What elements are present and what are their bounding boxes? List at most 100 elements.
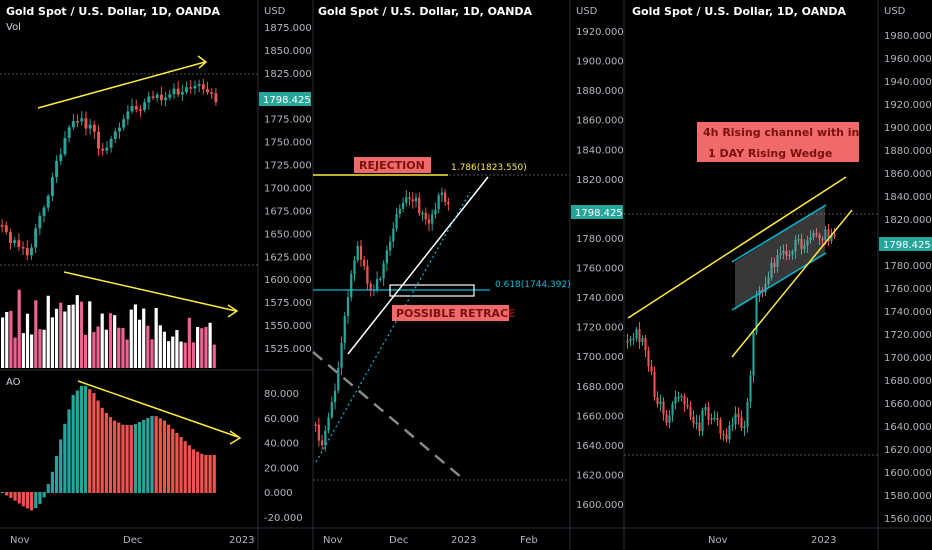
panel1-volume-bar [200,328,204,368]
panel1-volume-bar [208,322,212,368]
panel3-candle [740,417,743,428]
panel1-candle [151,96,155,98]
panel2-candle [398,208,401,214]
panel3-annotation-line2: 1 DAY Rising Wedge [708,147,832,160]
panel3-candle [809,237,812,241]
panel3-candle [737,413,740,418]
panel3-candle [743,426,746,429]
panel2-candle [317,424,320,441]
panel2-candle [337,367,340,391]
panel1-volume-bar [46,295,50,368]
panel1-ao-bar [9,492,13,498]
panel1-ao-bar [154,416,158,493]
panel3-candle [749,375,752,402]
panel2-candle [350,274,353,298]
panel1-candle [164,97,168,101]
panel1-candle [38,215,42,229]
panel2-candle [424,212,427,220]
panel3-candle [698,422,701,432]
panel2-price-tick-label: 1820.000 [576,175,624,186]
panel3-candle [650,366,653,372]
panel1-ao-bar [121,424,125,493]
panel2-candle [434,209,437,215]
panel3-channel-fill [735,205,825,310]
panel1-volume-bar [63,311,67,368]
panel1-ao-bar [196,451,200,493]
panel1-candle [50,177,54,196]
panel1-volume-bar [42,329,46,368]
panel1-volume-bar [133,304,137,368]
panel3-candle [641,338,644,343]
panel1-ao-bar [142,420,146,493]
panel3-annotation-line1: 4h Rising channel with in [703,126,859,139]
panel2-dashed-line [312,351,463,479]
panel2-candle [401,202,405,209]
panel2-price-tick-label: 1900.000 [576,57,624,68]
panel2-candle [395,213,398,229]
panel1-candle [34,228,38,248]
panel2-price-tick-label: 1640.000 [576,441,624,452]
panel3-time-label: 2023 [811,535,836,546]
panel3-price-tick-label: 1740.000 [884,307,932,318]
panel1-price-tag-bg [259,92,311,106]
panel1-volume-bar [5,311,9,368]
panel1-volume-bar [162,331,167,368]
panel3-price-tick-label: 1880.000 [884,146,932,157]
panel2-candle [405,197,408,203]
panel1-price-tick-label: 1875.000 [264,23,312,34]
panel1-volume-bar [84,334,88,368]
panel1-volume-bar [71,304,75,368]
panel3-candle [695,422,698,425]
panel3-candle [632,338,635,341]
panel1-ao-bar [167,424,171,493]
panel2-candle [440,192,444,196]
panel3-candle [725,434,728,440]
panel1-candle [29,247,33,256]
panel1-volume-bar [212,344,216,368]
panel1-ao-bar [204,455,208,493]
panel2-candle [343,315,346,343]
panel1-candle [155,94,159,98]
panel3-price-tick-label: 1900.000 [884,123,932,134]
panel3-candle [782,250,785,254]
panel1-volume-bar [25,313,30,368]
panel2-price-tick-label: 1680.000 [576,382,624,393]
panel1-volume-bar [158,325,162,368]
panel1-candle [180,92,184,95]
panel1-volume-bar [30,334,34,368]
panel1-ao-bar [54,455,59,493]
panel3-candle [797,239,800,241]
panel3-candle [713,417,716,420]
panel1-candle [193,85,197,89]
panel2-price-tick-label: 1620.000 [576,470,624,481]
panel2-retrace-box [389,284,475,297]
panel3-title: Gold Spot / U.S. Dollar, 1D, OANDA [632,5,847,18]
panel3-wedge-bottom [731,209,853,358]
panel3-price-tick-label: 1920.000 [884,100,932,111]
panel2-support-trendline [347,176,489,355]
panel1-candle [122,119,126,128]
panel1-volume-bar [67,304,71,368]
panel1-volume-bar [17,289,21,368]
panel1-top-arrow-head [197,55,208,69]
panel2-candle [382,263,385,279]
panel1-candle [59,154,63,161]
panel1-candle [63,138,67,155]
panel3-channel-top [731,204,827,263]
panel1-ao-bar [129,425,133,493]
panel3-candle [755,296,758,333]
panel1-ao-bar [96,400,100,493]
panel3-price-tick-label: 1580.000 [884,491,932,502]
panel1-price-tick-label: 1675.000 [264,206,312,217]
panel3-candle [794,239,797,252]
panel1-volume-bar [142,308,146,368]
panel1-candle [176,88,180,95]
panel1-ao-bar [71,395,75,493]
panel3-candle [824,229,827,240]
panel1-volume-bar [59,302,63,368]
panel1-ao-bar [50,471,54,493]
panel3-candle [764,283,767,293]
panel3-candle [647,350,650,367]
panel3-candle [767,277,770,284]
panel2-candle [340,342,343,368]
